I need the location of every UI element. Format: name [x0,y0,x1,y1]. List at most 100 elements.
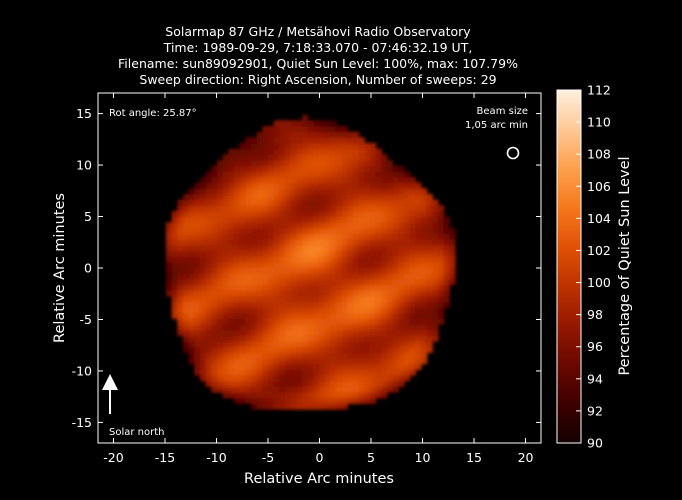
heatmap-cell [335,307,343,314]
heatmap-cell [437,233,445,240]
heatmap-cell [347,176,354,184]
heatmap-cell [256,137,263,144]
heatmap-cell [256,295,263,303]
heatmap-cell [381,329,388,337]
heatmap-cell [347,137,354,144]
heatmap-cell [335,193,343,201]
heatmap-cell [313,227,320,235]
heatmap-cell [324,273,331,280]
heatmap-cell [228,290,235,297]
heatmap-cell [307,256,314,263]
heatmap-cell [233,329,241,337]
heatmap-cell [279,346,286,354]
heatmap-cell [211,193,218,201]
heatmap-cell [228,154,235,161]
heatmap-cell [313,403,320,410]
heatmap-cell [194,199,201,206]
heatmap-cell [358,392,365,399]
heatmap-cell [216,188,224,195]
heatmap-cell [313,358,320,365]
heatmap-cell [398,210,405,218]
heatmap-cell [364,324,371,331]
heatmap-cell [296,142,303,150]
heatmap-cell [426,346,433,354]
y-tick-label: 0 [84,261,92,276]
heatmap-cell [233,290,241,297]
heatmap-cell [233,199,241,206]
heatmap-cell [284,403,292,410]
heatmap-cell [426,244,433,252]
heatmap-cell [352,358,360,365]
heatmap-cell [256,131,263,138]
heatmap-cell [239,210,246,218]
heatmap-cell [386,318,394,325]
colorbar-tick-label: 110 [587,115,611,130]
heatmap-cell [443,216,450,223]
heatmap-cell [415,210,422,218]
heatmap-cell [398,329,405,337]
heatmap-cell [205,227,212,235]
heatmap-cell [177,307,184,314]
heatmap-cell [177,329,184,337]
heatmap-cell [381,261,388,269]
heatmap-cell [239,142,246,150]
heatmap-cell [233,250,241,257]
heatmap-cell [262,301,269,308]
heatmap-cell [318,329,326,337]
heatmap-cell [301,120,309,127]
heatmap-cell [369,335,377,342]
heatmap-cell [318,239,326,246]
heatmap-cell [381,375,388,382]
x-axis-label: Relative Arc minutes [244,471,394,487]
heatmap-cell [347,324,354,331]
heatmap-cell [364,278,371,286]
heatmap-cell [364,188,371,195]
heatmap-cell [205,278,212,286]
heatmap-cell [415,329,422,337]
heatmap-cell [233,380,241,387]
heatmap-cell [182,210,190,218]
heatmap-cell [239,375,246,382]
heatmap-cell [369,205,377,212]
heatmap-cell [449,256,456,263]
heatmap-cell [324,148,331,155]
heatmap-cell [279,397,286,404]
heatmap-cell [239,261,246,269]
heatmap-cell [386,205,394,212]
heatmap-cell [381,222,388,229]
heatmap-cell [222,290,229,297]
heatmap-cell [194,363,201,370]
heatmap-cell [386,278,394,286]
heatmap-cell [341,369,348,376]
heatmap-cell [267,205,275,212]
heatmap-cell [341,261,348,269]
heatmap-cell [211,307,218,314]
heatmap-cell [171,267,178,274]
heatmap-cell [171,244,178,252]
heatmap-cell [432,239,439,246]
heatmap-cell [318,159,326,167]
heatmap-cell [222,159,229,167]
heatmap-cell [358,216,365,223]
heatmap-cell [330,290,337,297]
heatmap-cell [369,233,377,240]
heatmap-cell [216,341,224,348]
x-tick-label: -10 [206,450,226,465]
heatmap-cell [403,210,411,218]
heatmap-cell [205,193,212,201]
heatmap-cell [330,256,337,263]
heatmap-cell [307,188,314,195]
heatmap-cell [279,222,286,229]
heatmap-cell [398,369,405,376]
heatmap-cell [313,261,320,269]
heatmap-cell [341,199,348,206]
heatmap-cell [239,290,246,297]
heatmap-cell [250,250,258,257]
heatmap-cell [409,256,416,263]
heatmap-cell [171,284,178,291]
heatmap-cell [216,256,224,263]
heatmap-cell [290,182,297,189]
heatmap-cell [301,307,309,314]
heatmap-cell [250,403,258,410]
heatmap-cell [330,261,337,269]
